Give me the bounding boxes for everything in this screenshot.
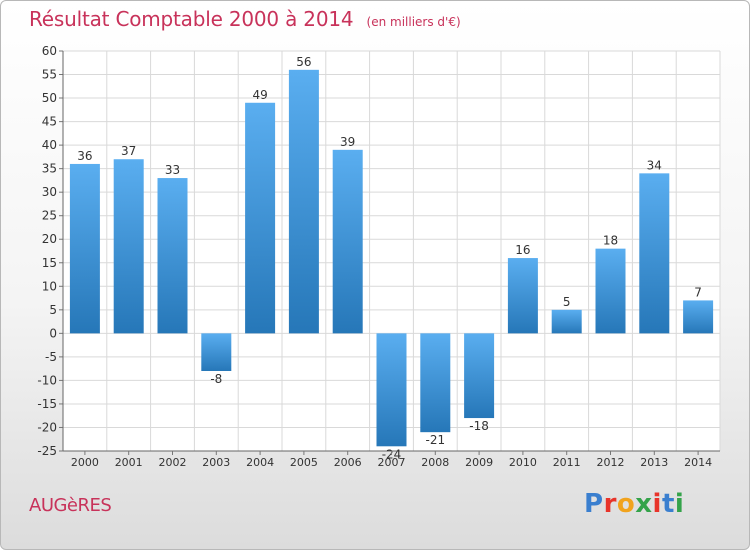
data-label: -8	[210, 372, 222, 386]
logo-letter: i	[674, 489, 685, 519]
logo-letter: r	[603, 489, 617, 519]
data-label: 18	[603, 234, 618, 248]
logo-letter: o	[616, 489, 636, 519]
y-tick-label: 40	[42, 138, 57, 152]
data-label: 16	[515, 243, 530, 257]
bar	[69, 163, 100, 334]
x-tick-label: 2011	[553, 456, 581, 469]
bar	[420, 333, 451, 433]
logo-letter: i	[652, 489, 662, 519]
y-tick-label: 45	[42, 115, 57, 129]
x-tick-label: 2010	[509, 456, 537, 469]
bar	[683, 300, 714, 334]
x-tick-label: 2008	[421, 456, 449, 469]
data-label: 36	[77, 149, 92, 163]
bar	[332, 149, 363, 334]
y-tick-label: -15	[37, 397, 57, 411]
data-label: 33	[165, 163, 180, 177]
y-tick-label: -25	[37, 444, 57, 458]
y-tick-label: 50	[42, 91, 57, 105]
chart-unit: (en milliers d'€)	[366, 15, 461, 29]
y-tick-label: 25	[42, 209, 57, 223]
bar	[157, 178, 188, 334]
y-tick-label: 0	[49, 326, 57, 340]
x-tick-label: 2013	[640, 456, 668, 469]
data-label: 37	[121, 144, 136, 158]
data-label: 49	[252, 88, 267, 102]
bar	[113, 159, 144, 334]
x-tick-label: 2014	[684, 456, 712, 469]
x-tick-label: 2012	[597, 456, 625, 469]
x-tick-label: 2005	[290, 456, 318, 469]
data-label: 56	[296, 55, 311, 69]
y-tick-label: -5	[45, 350, 57, 364]
y-tick-label: 15	[42, 256, 57, 270]
x-tick-label: 2009	[465, 456, 493, 469]
data-label: 39	[340, 135, 355, 149]
y-tick-label: 10	[42, 279, 57, 293]
data-label: -18	[469, 419, 489, 433]
y-tick-label: -10	[37, 373, 57, 387]
bar	[376, 333, 407, 447]
y-tick-label: 60	[42, 44, 57, 58]
logo-letter: P	[584, 489, 604, 519]
logo-letter: x	[635, 489, 653, 519]
bar	[464, 333, 495, 419]
y-tick-label: -20	[37, 420, 57, 434]
logo-letter: t	[661, 489, 675, 519]
chart-title: Résultat Comptable 2000 à 2014	[29, 7, 354, 31]
x-tick-label: 2006	[334, 456, 362, 469]
proxiti-logo[interactable]: Proxiti	[584, 489, 684, 519]
y-tick-label: 35	[42, 162, 57, 176]
bar	[245, 102, 276, 334]
data-label: -21	[425, 433, 445, 447]
y-tick-label: 55	[42, 68, 57, 82]
y-tick-label: 30	[42, 185, 57, 199]
x-tick-label: 2001	[115, 456, 143, 469]
bar	[551, 309, 582, 334]
y-tick-label: 20	[42, 232, 57, 246]
bar	[201, 333, 232, 371]
data-label: 5	[563, 295, 571, 309]
bar	[639, 173, 670, 334]
commune-name: AUGèRES	[29, 495, 112, 516]
bar	[507, 258, 538, 334]
x-tick-label: 2002	[159, 456, 187, 469]
x-tick-label: 2000	[71, 456, 99, 469]
title-area: Résultat Comptable 2000 à 2014 (en milli…	[29, 7, 461, 31]
y-tick-label: 5	[49, 303, 57, 317]
bar	[288, 69, 319, 334]
x-tick-label: 2004	[246, 456, 274, 469]
data-label: 34	[647, 158, 662, 172]
x-tick-label: 2007	[378, 456, 406, 469]
data-label: 7	[694, 285, 702, 299]
bar	[595, 248, 626, 334]
x-tick-label: 2003	[202, 456, 230, 469]
